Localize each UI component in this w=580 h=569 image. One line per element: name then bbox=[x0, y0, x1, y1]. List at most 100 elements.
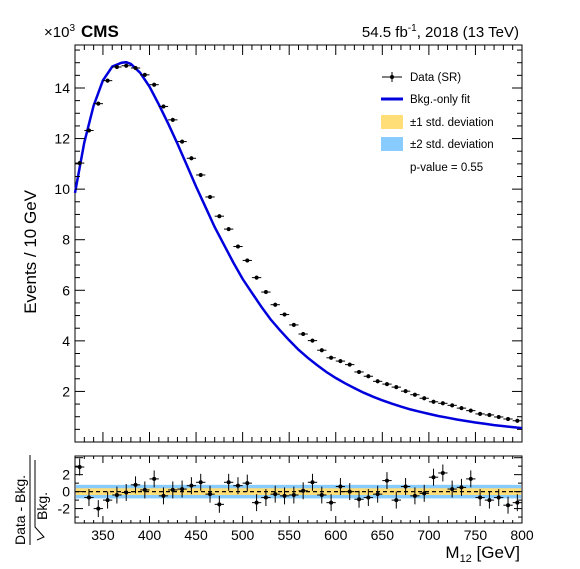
ratio-point bbox=[382, 472, 392, 490]
ratio-ylabel-denominator: Bkg. bbox=[34, 492, 50, 520]
data-point bbox=[102, 78, 113, 83]
ratio-point bbox=[391, 491, 401, 509]
data-point bbox=[317, 348, 327, 353]
uncertainty-bands bbox=[76, 484, 521, 499]
ratio-point bbox=[130, 476, 141, 494]
data-point bbox=[140, 72, 150, 77]
sqrt-symbol bbox=[34, 460, 45, 541]
data-point bbox=[289, 322, 299, 327]
data-point bbox=[373, 379, 383, 384]
ratio-point bbox=[224, 473, 234, 491]
multiplier-label: ×103 bbox=[44, 23, 75, 41]
data-points bbox=[75, 63, 522, 423]
legend-item-band2: ±2 std. deviation bbox=[381, 137, 494, 151]
ratio-point bbox=[75, 458, 85, 476]
data-point bbox=[112, 64, 122, 69]
legend: Data (SR) Bkg.-only fit ±1 std. deviatio… bbox=[381, 72, 494, 174]
y-axis-label: Events / 10 GeV bbox=[21, 189, 40, 313]
ratio-point bbox=[419, 484, 429, 502]
y-tick-label: 8 bbox=[62, 232, 70, 248]
x-tick-label: 450 bbox=[184, 527, 208, 543]
data-point bbox=[242, 258, 252, 263]
data-point bbox=[503, 416, 513, 421]
ratio-point bbox=[354, 490, 364, 508]
ratio-point bbox=[233, 477, 243, 495]
data-point bbox=[475, 411, 485, 416]
data-point bbox=[121, 63, 131, 68]
ratio-point bbox=[93, 500, 103, 518]
data-point bbox=[494, 414, 504, 419]
ratio-point bbox=[456, 478, 467, 496]
data-point bbox=[93, 101, 103, 106]
ratio-point bbox=[345, 483, 355, 501]
ratio-y-tick-label: 0 bbox=[62, 484, 70, 500]
data-point bbox=[298, 332, 308, 337]
data-point bbox=[84, 128, 94, 133]
data-point bbox=[279, 312, 290, 317]
x-tick-label: 350 bbox=[91, 527, 115, 543]
y-tick-label: 2 bbox=[62, 383, 70, 399]
ratio-point bbox=[335, 478, 346, 496]
ratio-ylabel-numerator: Data - Bkg. bbox=[12, 475, 28, 545]
ratio-point bbox=[84, 489, 94, 507]
ratio-point bbox=[503, 496, 513, 514]
x-tick-label: 600 bbox=[324, 527, 348, 543]
ratio-y-axis-label: Data - Bkg. Bkg. bbox=[12, 455, 50, 545]
y-tick-label: 6 bbox=[62, 282, 70, 298]
legend-band1-label: ±1 std. deviation bbox=[410, 117, 494, 129]
data-point bbox=[149, 82, 159, 87]
legend-band2-swatch bbox=[381, 137, 403, 151]
legend-item-data: Data (SR) bbox=[382, 72, 461, 84]
data-point bbox=[270, 302, 280, 307]
data-point bbox=[335, 359, 346, 364]
data-point bbox=[251, 275, 262, 280]
ratio-y-tick-label: 2 bbox=[62, 467, 70, 483]
data-point bbox=[400, 389, 411, 394]
data-point bbox=[512, 418, 522, 423]
data-point bbox=[391, 385, 401, 390]
data-point bbox=[205, 194, 215, 199]
legend-data-marker-dot bbox=[390, 75, 394, 79]
data-point bbox=[438, 401, 448, 406]
data-point bbox=[466, 408, 476, 413]
data-point bbox=[410, 392, 420, 397]
lumi-label: 54.5 fb-1, 2018 (13 TeV) bbox=[362, 23, 519, 41]
ratio-point bbox=[400, 478, 411, 496]
x-tick-label: 500 bbox=[231, 527, 255, 543]
ratio-point bbox=[438, 464, 448, 482]
ratio-point bbox=[102, 491, 113, 509]
ratio-point bbox=[121, 483, 131, 501]
ratio-point bbox=[466, 470, 476, 488]
pvalue-label: p-value = 0.55 bbox=[410, 162, 483, 174]
data-point bbox=[326, 355, 336, 360]
x-tick-label: 800 bbox=[510, 527, 534, 543]
ratio-point bbox=[270, 485, 280, 503]
ratio-point bbox=[410, 487, 420, 505]
x-tick-label: 650 bbox=[371, 527, 395, 543]
ratio-point bbox=[251, 494, 262, 512]
y-tick-label: 10 bbox=[54, 181, 70, 197]
ratio-point bbox=[168, 481, 178, 499]
ratio-point bbox=[447, 480, 457, 498]
data-point bbox=[224, 227, 234, 232]
data-point bbox=[233, 244, 243, 249]
ratio-point bbox=[428, 468, 439, 486]
data-point bbox=[75, 161, 85, 166]
data-point bbox=[419, 396, 429, 401]
legend-band2-label: ±2 std. deviation bbox=[410, 139, 494, 151]
ratio-point bbox=[149, 470, 159, 488]
ratio-point bbox=[186, 477, 197, 495]
ratio-point bbox=[140, 481, 150, 499]
data-point bbox=[354, 369, 364, 374]
ratio-band-1sigma bbox=[76, 488, 521, 496]
ratio-point bbox=[373, 485, 383, 503]
data-point bbox=[186, 156, 197, 161]
ratio-point bbox=[289, 486, 299, 504]
x-tick-label: 400 bbox=[138, 527, 162, 543]
data-point bbox=[307, 338, 318, 343]
x-tick-label: 700 bbox=[417, 527, 441, 543]
data-point bbox=[363, 374, 373, 379]
data-point bbox=[382, 382, 392, 387]
y-tick-label: 14 bbox=[54, 80, 70, 96]
